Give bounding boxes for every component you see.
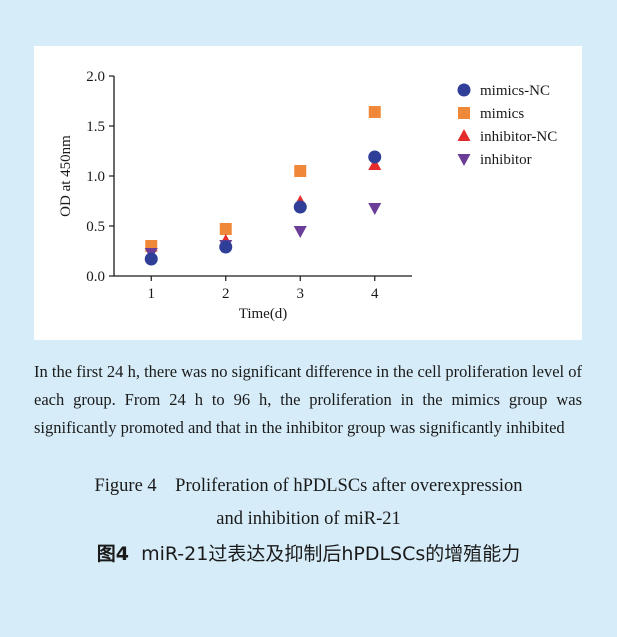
chart-axes: 0.0 0.5 1.0 1.5 2.0 1 2 3 4 Time(d) OD at 450nm xyxy=(58,69,412,322)
y-axis-label: OD at 450nm xyxy=(58,135,74,217)
x-tick-label: 3 xyxy=(297,286,305,302)
y-tick-label: 0.0 xyxy=(86,269,105,285)
figure-caption: In the first 24 h, there was no signific… xyxy=(34,362,582,437)
chart-panel: 0.0 0.5 1.0 1.5 2.0 1 2 3 4 Time(d) OD at 450nm mi… xyxy=(34,46,582,340)
y-tick-label: 0.5 xyxy=(86,219,105,235)
data-point-mimics xyxy=(294,165,307,177)
x-tick-label: 1 xyxy=(148,286,156,302)
data-point-mimics xyxy=(368,106,381,118)
chart-legend: mimics-NC mimics inhibitor-NC inhibitor xyxy=(457,83,557,168)
legend-label-inhibitor: inhibitor xyxy=(480,152,532,168)
legend-label-mimics: mimics xyxy=(480,106,524,122)
data-point-inhibitor xyxy=(368,203,382,215)
legend-marker-inhibitor-nc xyxy=(457,129,471,141)
x-tick-label: 4 xyxy=(371,286,379,302)
y-tick-label: 1.0 xyxy=(86,169,105,185)
figure-title-en-line1: Figure 4 Proliferation of hPDLSCs after … xyxy=(94,476,523,496)
data-point-mimics xyxy=(219,223,232,235)
figure-title-zh-text: miR-21过表达及抑制后hPDLSCs的增殖能力 xyxy=(141,543,521,565)
legend-marker-mimics-nc xyxy=(457,83,471,97)
data-point-mimics-nc xyxy=(368,150,382,164)
legend-marker-mimics xyxy=(458,107,470,119)
figure-title-en-line2: and inhibition of miR-21 xyxy=(216,509,401,529)
legend-label-inhibitor-nc: inhibitor-NC xyxy=(480,129,557,145)
y-tick-label: 2.0 xyxy=(86,69,105,85)
data-point-inhibitor xyxy=(293,226,307,238)
figure-title-en: Figure 4 Proliferation of hPDLSCs after … xyxy=(20,470,597,536)
legend-marker-inhibitor xyxy=(457,154,471,166)
x-axis-label: Time(d) xyxy=(239,306,288,322)
data-point-mimics-nc xyxy=(219,240,233,254)
legend-label-mimics-nc: mimics-NC xyxy=(480,83,550,99)
chart: 0.0 0.5 1.0 1.5 2.0 1 2 3 4 Time(d) OD at 450nm mi… xyxy=(58,69,557,322)
data-point-mimics-nc xyxy=(293,200,307,214)
data-point-inhibitor-nc xyxy=(368,158,382,170)
figure-label-zh: 图4 xyxy=(96,543,129,565)
x-tick-label: 2 xyxy=(222,286,230,302)
chart-marks xyxy=(144,106,382,266)
y-tick-label: 1.5 xyxy=(86,119,105,135)
data-point-mimics-nc xyxy=(144,252,158,266)
figure-title-zh: 图4 miR-21过表达及抑制后hPDLSCs的增殖能力 xyxy=(20,539,597,569)
